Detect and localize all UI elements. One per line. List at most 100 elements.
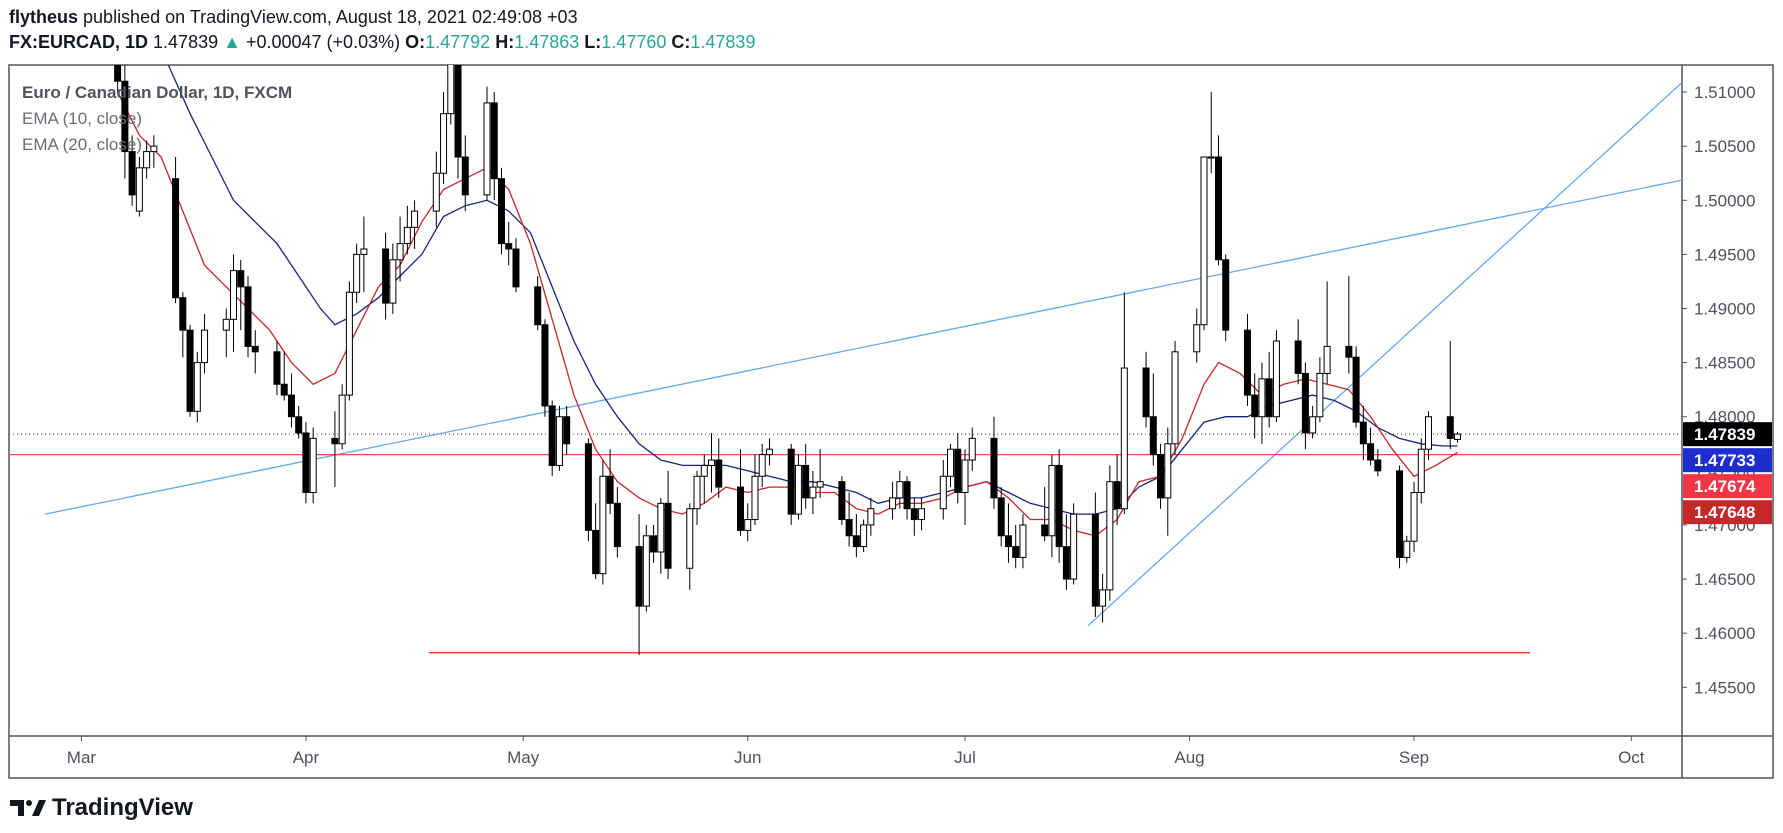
candle[interactable] <box>1251 373 1259 439</box>
candle[interactable] <box>512 238 520 293</box>
candle[interactable] <box>287 373 295 428</box>
tradingview-brand[interactable]: TradingView <box>10 794 193 822</box>
candle[interactable] <box>584 438 592 542</box>
candle[interactable] <box>708 432 716 493</box>
candle[interactable] <box>896 470 904 509</box>
candle[interactable] <box>961 449 969 525</box>
candle[interactable] <box>1019 514 1027 569</box>
candle[interactable] <box>1301 362 1309 450</box>
candle[interactable] <box>186 324 194 417</box>
candle[interactable] <box>302 422 310 504</box>
candle[interactable] <box>918 497 926 531</box>
candle[interactable] <box>1425 411 1433 461</box>
candle[interactable] <box>860 519 868 553</box>
candle[interactable] <box>1041 487 1049 542</box>
candle[interactable] <box>1309 405 1317 439</box>
candle[interactable] <box>360 216 368 293</box>
candle[interactable] <box>1120 292 1128 515</box>
candle[interactable] <box>1113 454 1121 525</box>
candle[interactable] <box>802 443 810 509</box>
candle[interactable] <box>642 524 650 612</box>
candle[interactable] <box>237 259 245 331</box>
candle[interactable] <box>295 405 303 439</box>
plot-area[interactable] <box>9 27 1689 655</box>
candle[interactable] <box>657 497 665 574</box>
candle[interactable] <box>1048 454 1056 558</box>
candle[interactable] <box>889 481 897 520</box>
candle[interactable] <box>1316 357 1324 423</box>
candle[interactable] <box>1222 254 1230 341</box>
candle[interactable] <box>686 503 694 590</box>
ema10-line[interactable] <box>117 91 1458 537</box>
candle[interactable] <box>744 503 752 542</box>
candle[interactable] <box>1055 449 1063 563</box>
candle[interactable] <box>201 313 209 374</box>
candle[interactable] <box>497 167 505 255</box>
candle[interactable] <box>1323 281 1331 385</box>
candle[interactable] <box>490 92 498 201</box>
candle[interactable] <box>1004 503 1012 563</box>
candle[interactable] <box>338 384 346 450</box>
candle[interactable] <box>765 438 773 466</box>
legend-ema20[interactable]: EMA (20, close) <box>22 135 142 154</box>
candle[interactable] <box>1099 573 1107 623</box>
candle[interactable] <box>954 432 962 504</box>
candle[interactable] <box>947 443 955 488</box>
candle[interactable] <box>150 135 158 168</box>
candle[interactable] <box>353 243 361 304</box>
candle[interactable] <box>193 351 201 423</box>
legend-ema10[interactable]: EMA (10, close) <box>22 109 142 128</box>
candle[interactable] <box>345 281 353 401</box>
candle[interactable] <box>1417 438 1425 504</box>
candle[interactable] <box>1164 427 1172 536</box>
candle[interactable] <box>273 340 281 396</box>
candle[interactable] <box>251 330 259 374</box>
trendline-rising-support[interactable] <box>1087 76 1689 627</box>
candle[interactable] <box>816 449 824 498</box>
candle[interactable] <box>736 449 744 536</box>
candle[interactable] <box>403 205 411 255</box>
candle[interactable] <box>700 454 708 504</box>
candle[interactable] <box>128 135 136 206</box>
candle[interactable] <box>1294 319 1302 385</box>
candle[interactable] <box>715 438 723 498</box>
candle[interactable] <box>411 200 419 249</box>
candle[interactable] <box>787 443 795 525</box>
candle[interactable] <box>1142 351 1150 428</box>
candle[interactable] <box>172 156 180 304</box>
candle[interactable] <box>1207 92 1215 174</box>
candle[interactable] <box>1367 427 1375 466</box>
candle[interactable] <box>997 487 1005 547</box>
candle[interactable] <box>1171 340 1179 455</box>
candle[interactable] <box>382 232 390 320</box>
candle[interactable] <box>440 92 448 185</box>
candle[interactable] <box>592 503 600 580</box>
candle[interactable] <box>613 487 621 558</box>
candle[interactable] <box>1243 313 1251 406</box>
candle[interactable] <box>1374 449 1382 477</box>
candle[interactable] <box>599 460 607 585</box>
candle[interactable] <box>1352 346 1360 428</box>
candle[interactable] <box>1396 465 1404 569</box>
candle[interactable] <box>222 308 230 358</box>
candle[interactable] <box>135 156 143 217</box>
candle[interactable] <box>1070 503 1078 585</box>
candle[interactable] <box>1062 514 1070 590</box>
candle[interactable] <box>280 351 288 401</box>
author-name[interactable]: flytheus <box>9 7 79 27</box>
candle[interactable] <box>1149 373 1157 466</box>
candle[interactable] <box>230 254 238 352</box>
candle[interactable] <box>845 492 853 547</box>
candle[interactable] <box>114 27 122 93</box>
candle[interactable] <box>1091 492 1099 617</box>
candle[interactable] <box>447 49 455 125</box>
candle[interactable] <box>939 460 947 520</box>
candle[interactable] <box>432 151 440 228</box>
candle[interactable] <box>1359 405 1367 461</box>
candle[interactable] <box>1410 481 1418 553</box>
candle[interactable] <box>635 514 643 655</box>
candle[interactable] <box>179 292 187 358</box>
candle[interactable] <box>852 514 860 558</box>
candle[interactable] <box>1157 443 1165 509</box>
candle[interactable] <box>555 405 563 471</box>
